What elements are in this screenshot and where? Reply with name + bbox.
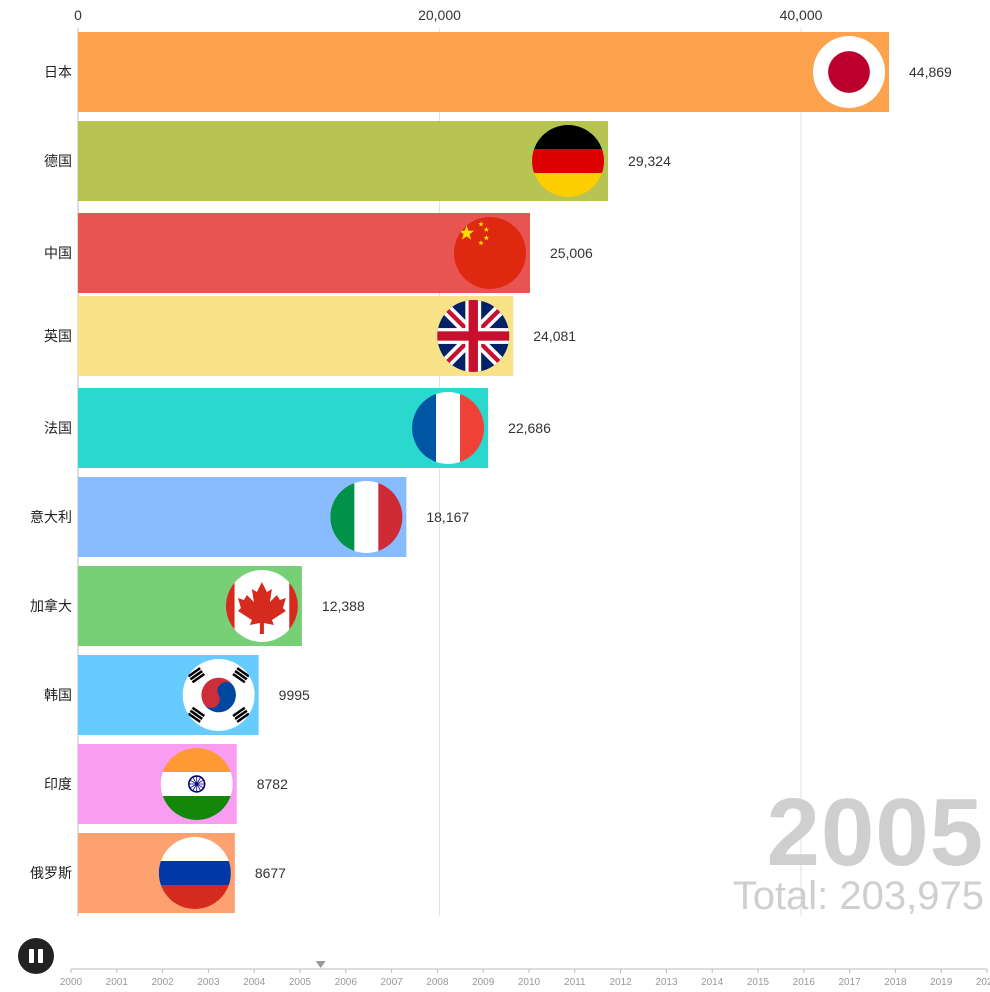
category-label: 印度 (44, 776, 72, 792)
timeline-year-label: 2014 (701, 977, 724, 988)
timeline-year-label: 2012 (609, 977, 632, 988)
category-label: 加拿大 (30, 598, 72, 614)
france-flag-icon (412, 392, 485, 464)
category-label: 英国 (44, 328, 72, 344)
category-label: 法国 (44, 420, 72, 436)
japan-flag-icon (813, 36, 886, 108)
canada-flag-icon (225, 570, 298, 642)
timeline-year-label: 2016 (793, 977, 816, 988)
timeline-year-label: 2013 (655, 977, 678, 988)
category-label: 德国 (44, 153, 72, 169)
value-label: 25,006 (550, 245, 593, 261)
timeline-year-label: 2005 (289, 977, 312, 988)
category-label: 韩国 (44, 687, 72, 703)
timeline-marker[interactable] (315, 961, 326, 968)
x-tick-label: 20,000 (418, 7, 461, 23)
china-flag-icon (453, 217, 526, 289)
timeline-year-label: 2010 (518, 977, 541, 988)
timeline-year-label: 2001 (106, 977, 129, 988)
value-label: 29,324 (628, 153, 671, 169)
value-label: 24,081 (533, 328, 576, 344)
timeline-year-label: 2006 (335, 977, 358, 988)
category-label: 意大利 (30, 509, 72, 525)
pause-button[interactable] (18, 938, 54, 974)
timeline-year-label: 2020 (976, 977, 990, 988)
current-year: 2005 (766, 779, 984, 886)
italy-flag-icon (330, 481, 403, 553)
value-label: 44,869 (909, 64, 952, 80)
timeline-year-label: 2000 (60, 977, 83, 988)
total-label: Total: 203,975 (732, 874, 984, 918)
x-tick-label: 40,000 (780, 7, 823, 23)
value-label: 8677 (255, 865, 286, 881)
south-korea-flag-icon (182, 659, 255, 731)
category-label: 俄罗斯 (30, 865, 72, 881)
value-label: 12,388 (322, 598, 365, 614)
value-label: 22,686 (508, 420, 551, 436)
value-label: 9995 (279, 687, 310, 703)
bar (78, 32, 890, 112)
pause-icon (29, 949, 34, 963)
category-label: 中国 (44, 245, 72, 261)
timeline-year-label: 2003 (197, 977, 220, 988)
value-label: 18,167 (426, 509, 469, 525)
bar (78, 121, 609, 201)
timeline-year-label: 2011 (564, 977, 586, 988)
value-label: 8782 (257, 776, 288, 792)
uk-flag-icon (437, 300, 510, 372)
timeline-year-label: 2019 (930, 977, 953, 988)
timeline-year-label: 2002 (151, 977, 174, 988)
timeline-year-label: 2004 (243, 977, 266, 988)
timeline-year-label: 2015 (747, 977, 770, 988)
timeline-year-label: 2009 (472, 977, 495, 988)
timeline-year-label: 2007 (380, 977, 403, 988)
timeline-year-label: 2008 (426, 977, 449, 988)
timeline-year-label: 2018 (884, 977, 907, 988)
x-tick-label: 0 (74, 7, 82, 23)
timeline-year-label: 2017 (838, 977, 861, 988)
category-label: 日本 (44, 64, 72, 80)
